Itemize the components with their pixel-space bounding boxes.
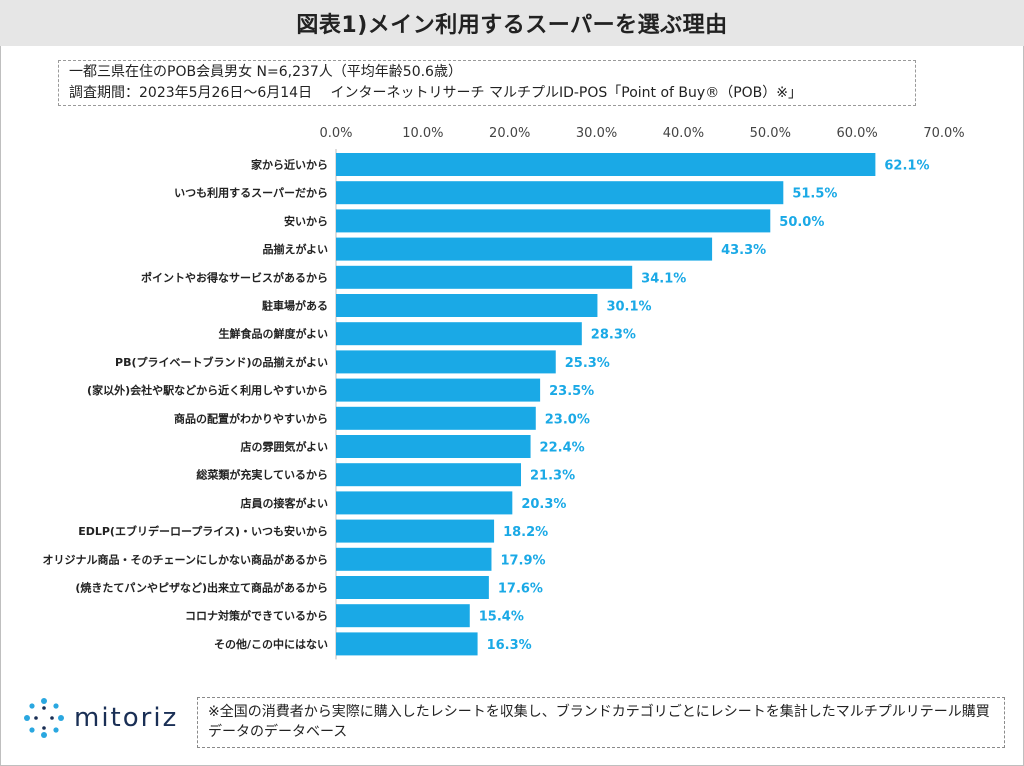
survey-info-line-2: 調査期間：2023年5月26日～6月14日 インターネットリサーチ マルチプルI… <box>69 85 802 101</box>
data-label: 23.0% <box>545 412 590 427</box>
bar <box>336 547 492 571</box>
category-label: 安いから <box>284 214 328 228</box>
category-label: (家以外)会社や駅などから近く利用しやすいから <box>87 383 328 397</box>
bar <box>336 350 556 374</box>
category-label: その他/この中にはない <box>214 637 328 651</box>
category-label: 商品の配置がわかりやすいから <box>174 411 328 425</box>
x-tick-label: 70.0% <box>923 126 964 141</box>
survey-info-box: 一都三県在住のPOB会員男女 N=6,237人（平均年齢50.6歳） 調査期間：… <box>58 60 916 106</box>
x-tick-label: 10.0% <box>402 126 443 141</box>
footnote-box: ※全国の消費者から実際に購入したレシートを収集し、ブランドカテゴリごとにレシート… <box>197 697 1005 748</box>
x-tick-label: 60.0% <box>836 126 877 141</box>
data-label: 34.1% <box>641 271 686 286</box>
data-label: 30.1% <box>606 300 651 315</box>
bar <box>336 265 633 289</box>
bar <box>336 576 489 599</box>
category-label: 品揃えがよい <box>263 242 328 256</box>
data-label: 62.1% <box>884 159 929 174</box>
title-bar: 図表1)メイン利用するスーパーを選ぶ理由 <box>0 0 1024 46</box>
category-label: 家から近いから <box>251 158 328 172</box>
bar <box>336 435 531 458</box>
survey-info-line-1: 一都三県在住のPOB会員男女 N=6,237人（平均年齢50.6歳） <box>69 64 462 80</box>
bar <box>336 406 536 430</box>
bar <box>336 463 522 487</box>
data-label: 21.3% <box>530 469 575 484</box>
mitoriz-logo: mitoriz <box>22 690 178 746</box>
category-label: いつも利用するスーパーだから <box>174 186 328 200</box>
category-label: 店の雰囲気がよい <box>241 440 328 454</box>
x-tick-label: 20.0% <box>489 126 530 141</box>
category-label: PB(プライベートブランド)の品揃えがよい <box>115 355 328 369</box>
category-label: 店員の接客がよい <box>241 496 328 510</box>
bar-chart: 0.0% 10.0% 20.0% 30.0% 40.0% 50.0% 60.0% 70.0% 家… <box>43 126 965 660</box>
category-label: 総菜類が充実しているから <box>196 468 328 482</box>
data-label: 20.3% <box>521 497 566 512</box>
data-label: 23.5% <box>549 384 594 399</box>
bar <box>336 237 713 261</box>
data-label: 51.5% <box>792 187 837 202</box>
logo-text: mitoriz <box>74 703 179 733</box>
category-label: 生鮮食品の鮮度がよい <box>219 327 328 341</box>
data-label: 25.3% <box>565 356 610 371</box>
bar <box>336 294 598 317</box>
bar <box>336 519 495 543</box>
x-tick-label: 30.0% <box>576 126 617 141</box>
bar <box>336 181 784 205</box>
data-label: 18.2% <box>503 525 548 540</box>
category-label: オリジナル商品・そのチェーンにしかない商品があるから <box>43 552 328 566</box>
data-label: 17.6% <box>498 582 543 597</box>
footnote-text: ※全国の消費者から実際に購入したレシートを収集し、ブランドカテゴリごとにレシート… <box>208 704 990 740</box>
data-label: 50.0% <box>779 215 824 230</box>
bar <box>336 491 513 515</box>
bar <box>336 604 470 628</box>
figure-title: 図表1)メイン利用するスーパーを選ぶ理由 <box>296 13 728 38</box>
bar <box>336 322 582 346</box>
data-label: 28.3% <box>591 328 636 343</box>
category-label: ポイントやお得なサービスがあるから <box>141 270 328 284</box>
x-tick-label: 40.0% <box>663 126 704 141</box>
x-tick-label: 0.0% <box>319 126 352 141</box>
category-label: (焼きたてパンやピザなど)出来立て商品があるから <box>75 581 328 595</box>
category-label: 駐車場がある <box>262 299 328 313</box>
data-label: 22.4% <box>540 441 585 456</box>
data-label: 15.4% <box>479 610 524 625</box>
x-tick-label: 50.0% <box>750 126 791 141</box>
category-label: EDLP(エブリデーロープライス)・いつも安いから <box>78 524 328 538</box>
bar <box>336 209 771 233</box>
bar <box>336 378 541 402</box>
data-label: 43.3% <box>721 243 766 258</box>
dots-ring-icon <box>24 698 64 738</box>
bar <box>336 153 876 176</box>
data-label: 16.3% <box>487 638 532 653</box>
data-label: 17.9% <box>500 553 545 568</box>
bar <box>336 632 478 656</box>
category-label: コロナ対策ができているから <box>185 609 328 623</box>
